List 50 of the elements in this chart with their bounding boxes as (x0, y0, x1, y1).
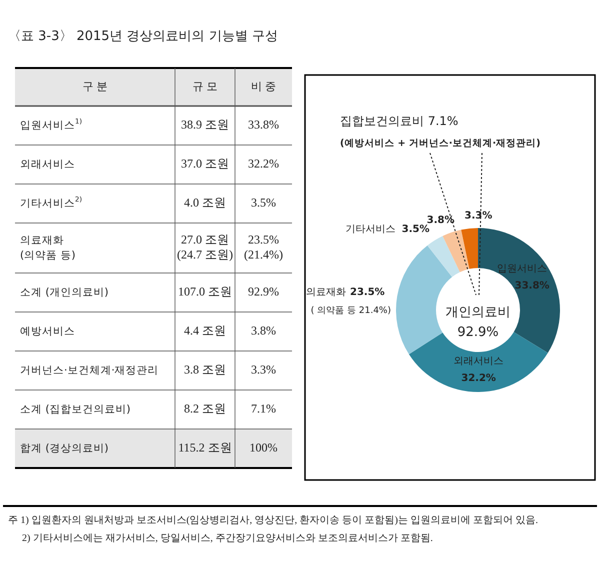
slice-label: 외래서비스 (454, 356, 504, 367)
text: 개인의료비 92.9% (446, 304, 510, 340)
text: 38.9 조원 (181, 117, 229, 132)
data-label: 3.5% (402, 224, 430, 235)
slice-label: 의료재화 (306, 287, 346, 298)
text: 2) 기타서비스에는 재가서비스, 당일서비스, 주간장기요양서비스와 보조의료서비스가 포함됨. (22, 533, 433, 544)
category-label: 소계 (집합보건의료비) (20, 403, 131, 416)
category-label: 기타서비스$^{2)}$ (20, 195, 82, 210)
text: 115.2 조원 (178, 440, 232, 454)
text: 4.4 조원 (184, 323, 226, 338)
text: 3.8 조원 (184, 362, 226, 376)
data-label: 32.2% (461, 372, 496, 384)
text: 3.3% (251, 362, 276, 376)
text: 7.1% (251, 401, 276, 416)
slice-label: 입원서비스 (497, 264, 548, 275)
category-label: 예방서비스 (20, 325, 75, 338)
text: 8.2 조원 (184, 401, 226, 416)
text: 100% (250, 440, 278, 454)
text: 주 1) 입원환자의 원내처방과 보조서비스(임상병리검사, 영상진단, 환자이송 등이 포함됨)는 입원의료비에 포함되어 있음. (8, 515, 538, 526)
category-label: 구 분 (82, 80, 108, 94)
category-label: 규 모 (192, 80, 218, 94)
text: 27.0 조원 (24.7 조원) (177, 232, 233, 262)
data-label: 3.8% (426, 214, 454, 226)
category-label: 거버넌스·보건체계·재정관리 (20, 364, 159, 376)
text: 107.0 조원 (178, 284, 232, 298)
text: 4.0 조원 (184, 195, 226, 210)
text: 3.8% (251, 323, 276, 338)
data-label: 3.3% (464, 210, 492, 222)
text: 집합보건의료비 7.1% (340, 114, 458, 128)
data-label: 33.8% (514, 280, 550, 292)
category-label: 입원서비스$^{1)}$ (20, 117, 82, 132)
category-label: 비 중 (250, 80, 276, 94)
donut-slice (442, 230, 470, 272)
text: 〈표 3-3〉 2015년 경상의료비의 기능별 구성 (8, 29, 278, 44)
category-label: 소계 (개인의료비) (20, 286, 109, 298)
text: 92.9% (248, 284, 279, 298)
text: 3.5% (251, 195, 276, 210)
text: 32.2% (248, 156, 279, 170)
data-label: 23.5% (350, 287, 385, 298)
text: 37.0 조원 (181, 156, 229, 170)
category-label: 외래서비스 (20, 158, 75, 170)
text: 33.8% (248, 117, 279, 132)
text: ( 의약품 등 21.4%) (310, 306, 391, 316)
slice-label: 기타서비스 (345, 224, 396, 235)
donut-slice (427, 236, 460, 277)
text: (예방서비스 + 거버넌스·보건체계·재정관리) (340, 138, 540, 149)
text: 23.5% (21.4%) (244, 232, 283, 262)
category-label: 의료재화 (의약품 등) (20, 234, 76, 262)
category-label: 합계 (경상의료비) (20, 442, 109, 454)
donut-slice (461, 228, 478, 269)
